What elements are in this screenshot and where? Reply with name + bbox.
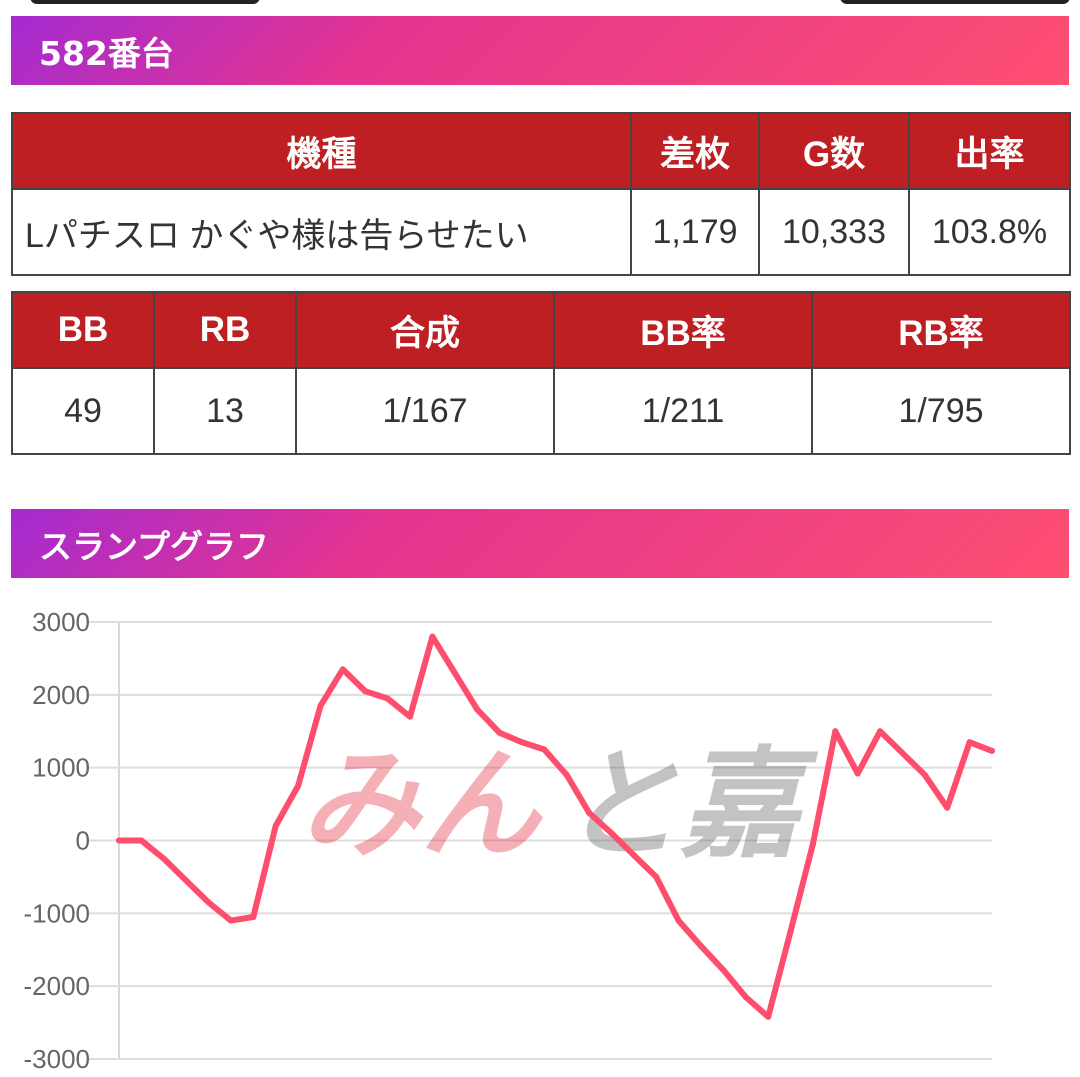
data-point — [116, 837, 122, 844]
bonus-stats-table: BB RB 合成 BB率 RB率 49 13 1/167 1/211 1/795 — [11, 291, 1071, 455]
data-point — [899, 750, 906, 757]
header-bb-rate: BB率 — [553, 291, 813, 369]
data-point — [630, 852, 637, 859]
data-point — [205, 899, 212, 906]
site-watermark: みん と 嘉 — [300, 738, 819, 872]
chart-y-axis: 3000 2000 1000 0 -1000 -2000 -3000 — [24, 607, 91, 1074]
data-point — [160, 855, 167, 862]
data-point — [765, 1013, 772, 1020]
watermark-text-main: みん — [300, 738, 544, 872]
header-machine: 機種 — [11, 112, 632, 190]
table-header-row: 機種 差枚 G数 出率 — [11, 112, 1071, 190]
data-point — [474, 706, 481, 713]
cell-rb-rate: 1/795 — [811, 367, 1071, 455]
data-point — [362, 688, 369, 695]
data-point — [541, 746, 548, 753]
status-pill-left — [30, 0, 260, 4]
series-line — [116, 633, 995, 1020]
data-point — [339, 666, 346, 673]
y-tick-label: -3000 — [24, 1044, 91, 1074]
machine-number-title: 582番台 — [39, 33, 174, 73]
data-point — [653, 873, 660, 880]
data-point — [877, 728, 884, 735]
y-tick-label: 1000 — [32, 753, 90, 783]
data-point — [496, 729, 503, 736]
cell-payout-rate: 103.8% — [908, 188, 1071, 276]
data-point — [138, 837, 145, 844]
y-tick-label: 0 — [76, 826, 90, 856]
slump-graph-chart: みん と 嘉 3000 2000 1000 0 -1000 -2000 -3000 — [24, 607, 995, 1074]
watermark-text-accent: と — [560, 738, 680, 872]
slump-graph-header: スランプグラフ — [11, 509, 1069, 578]
y-tick-label: 3000 — [32, 607, 90, 637]
header-rb-rate: RB率 — [811, 291, 1071, 369]
cell-bb: 49 — [11, 367, 155, 455]
data-point — [921, 771, 928, 778]
data-point — [720, 967, 727, 974]
data-point — [586, 809, 593, 816]
y-tick-label: -2000 — [24, 971, 91, 1001]
data-point — [295, 782, 302, 789]
status-pill-right — [840, 0, 1070, 4]
y-tick-label: -1000 — [24, 898, 91, 928]
header-rb: RB — [153, 291, 297, 369]
data-point — [451, 669, 458, 676]
header-difference: 差枚 — [630, 112, 760, 190]
data-point — [317, 702, 324, 709]
cell-machine-name: Lパチスロ かぐや様は告らせたい — [11, 188, 632, 276]
y-tick-label: 2000 — [32, 680, 90, 710]
data-point — [250, 913, 257, 920]
slump-graph-title: スランプグラフ — [39, 526, 270, 566]
data-point — [809, 841, 816, 848]
header-combined: 合成 — [295, 291, 555, 369]
header-bb: BB — [11, 291, 155, 369]
data-point — [518, 739, 525, 746]
data-point — [272, 822, 279, 829]
header-games: G数 — [758, 112, 910, 190]
cell-games: 10,333 — [758, 188, 910, 276]
watermark-text-logo: 嘉 — [680, 738, 819, 872]
data-point — [608, 830, 615, 837]
data-point — [429, 633, 436, 640]
table-row: 49 13 1/167 1/211 1/795 — [11, 367, 1071, 455]
cell-difference: 1,179 — [630, 188, 760, 276]
header-payout-rate: 出率 — [908, 112, 1071, 190]
chart-grid — [89, 621, 992, 1060]
data-point — [698, 943, 704, 950]
data-point — [183, 877, 190, 884]
data-point — [989, 747, 995, 754]
data-point — [384, 695, 391, 702]
data-point — [944, 804, 951, 811]
data-point — [742, 994, 749, 1001]
machine-number-header: 582番台 — [11, 16, 1069, 85]
data-point — [675, 917, 682, 924]
table-row: Lパチスロ かぐや様は告らせたい 1,179 10,333 103.8% — [11, 188, 1071, 276]
series-points — [116, 633, 995, 1020]
cell-combined: 1/167 — [295, 367, 555, 455]
data-point — [407, 713, 413, 720]
table-header-row: BB RB 合成 BB率 RB率 — [11, 291, 1071, 369]
cell-rb: 13 — [153, 367, 297, 455]
data-point — [854, 770, 861, 777]
data-point — [227, 917, 234, 924]
machine-summary-table: 機種 差枚 G数 出率 Lパチスロ かぐや様は告らせたい 1,179 10,33… — [11, 112, 1071, 276]
data-point — [966, 739, 973, 746]
data-point — [563, 771, 570, 778]
data-point — [832, 728, 839, 735]
data-point — [787, 928, 794, 935]
cell-bb-rate: 1/211 — [553, 367, 813, 455]
